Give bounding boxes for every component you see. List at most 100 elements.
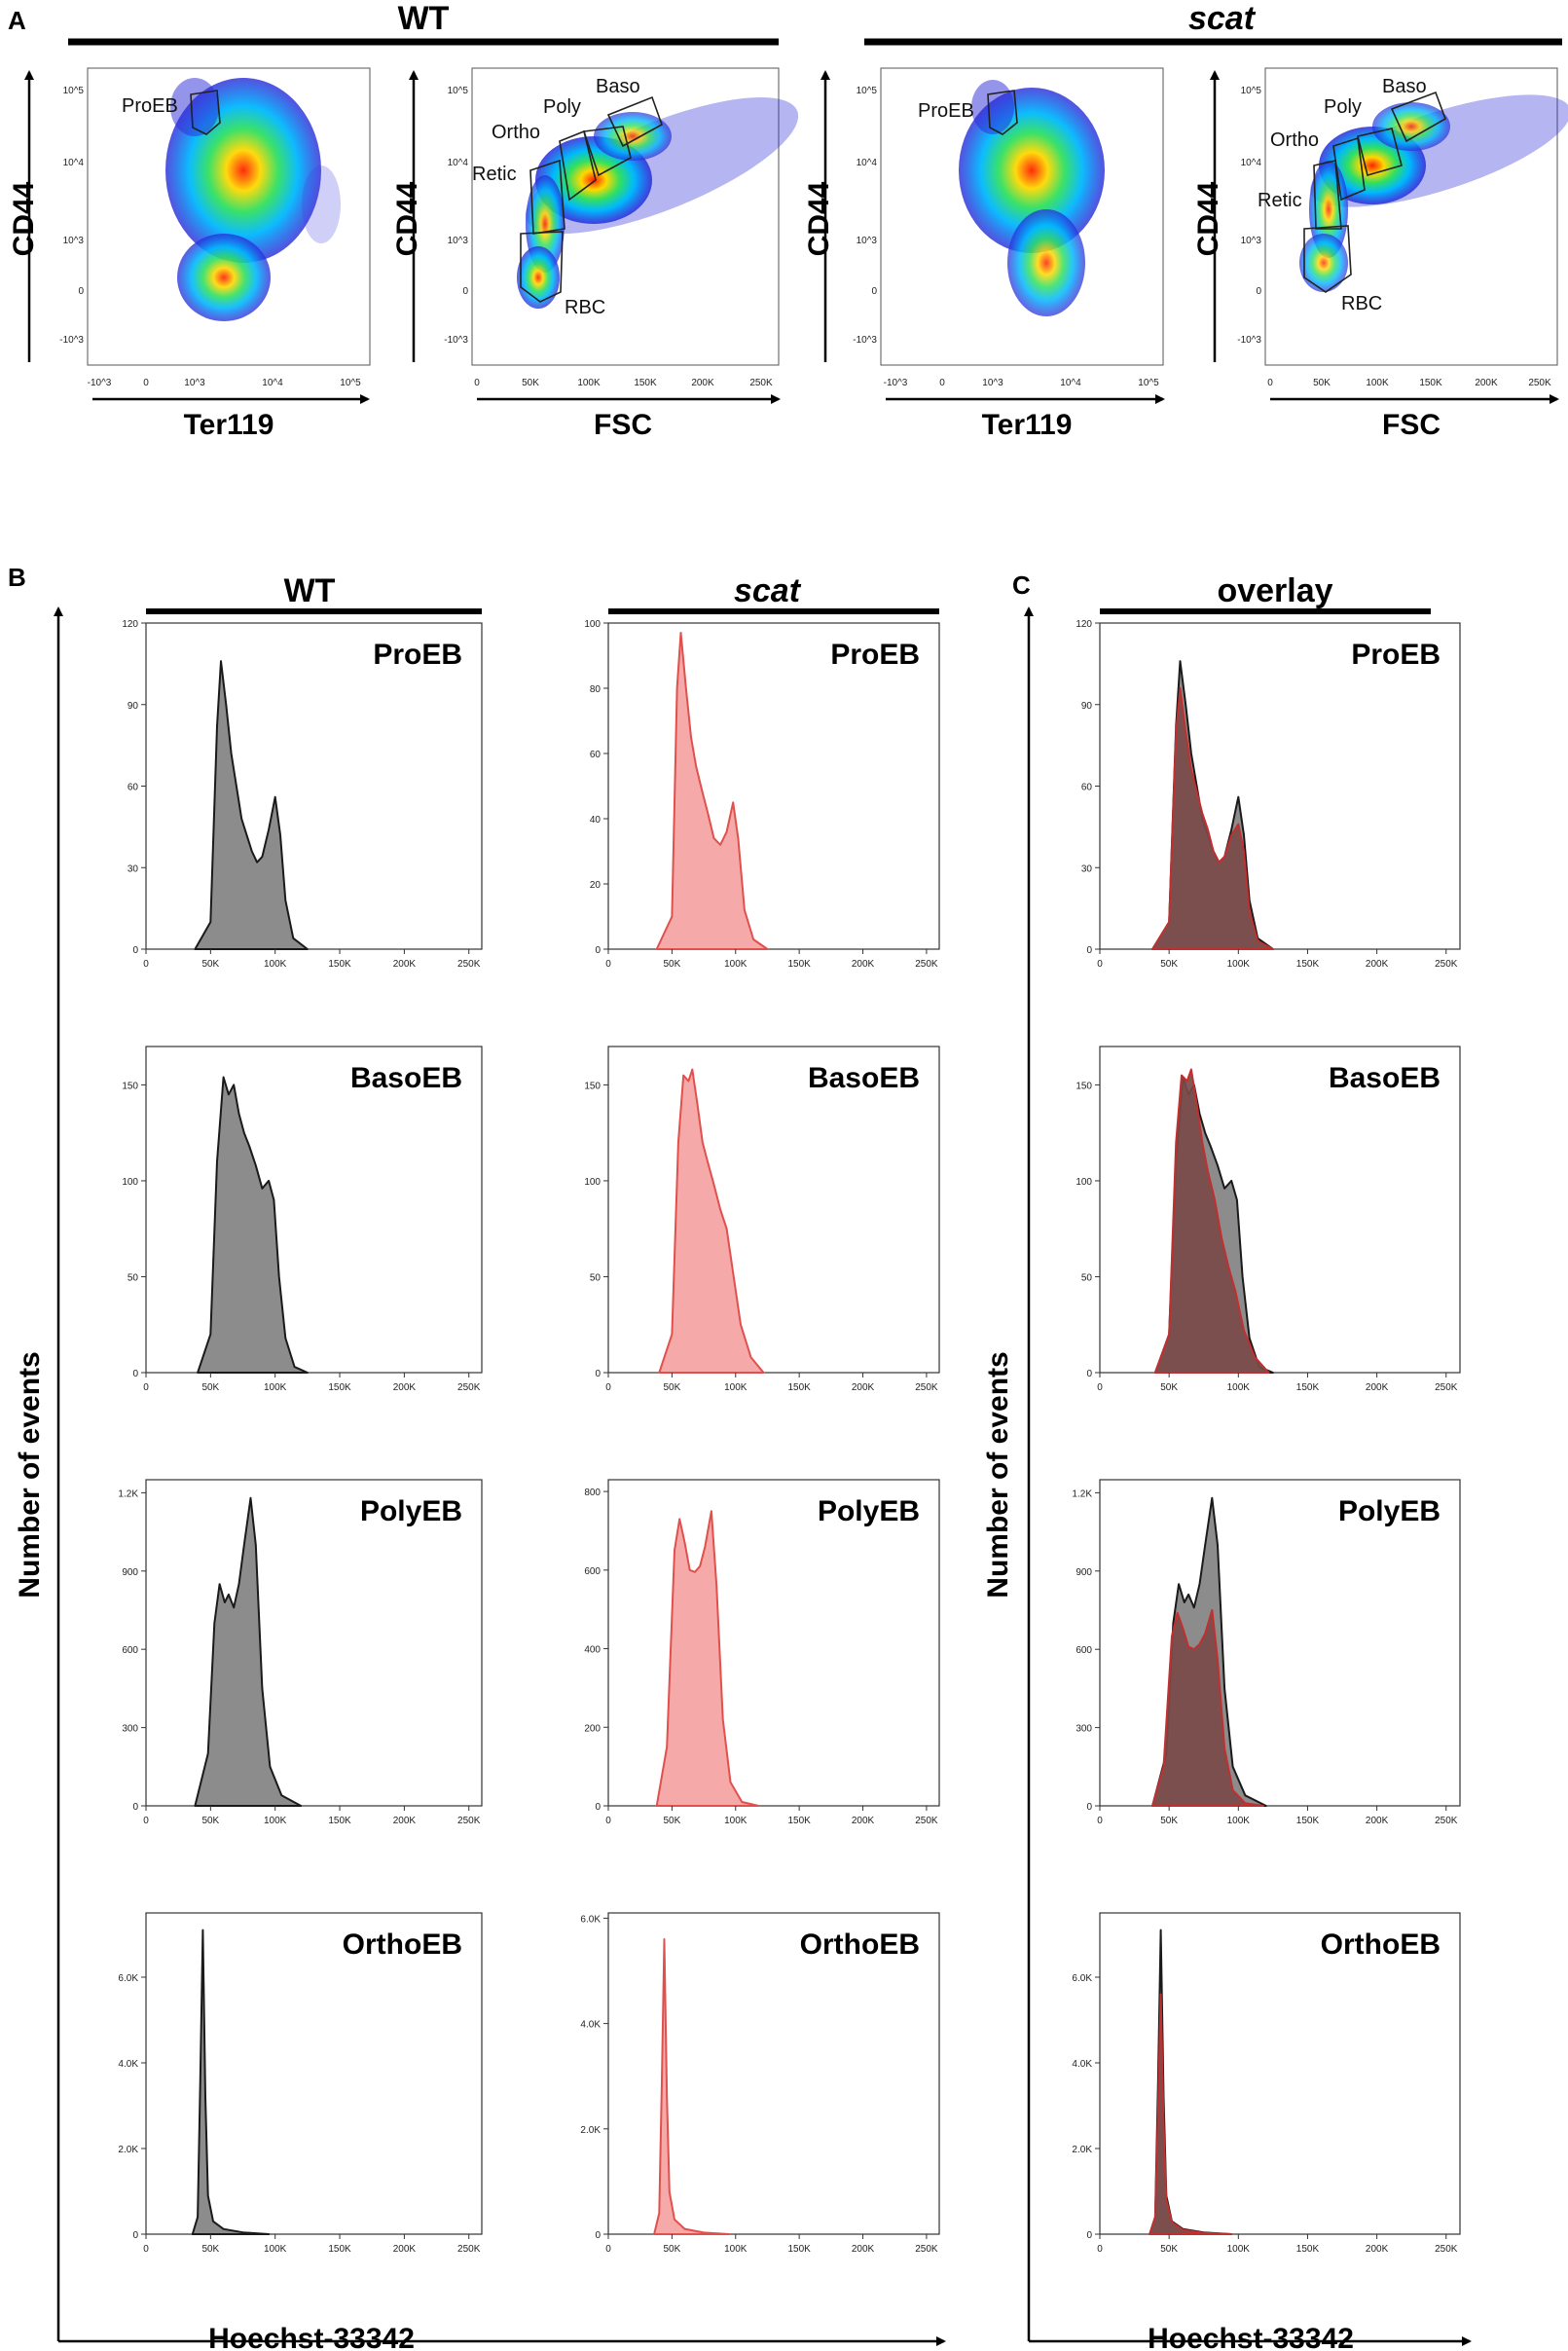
ytick-label: 60 [590, 750, 602, 760]
xtick-label: 200K [1366, 1816, 1389, 1826]
xtick-label: 100K [724, 1816, 748, 1826]
xtick-label: 250K [1435, 1382, 1458, 1393]
xtick-label: 50K [663, 1382, 680, 1393]
ytick-label: 20 [590, 880, 602, 891]
gate-rbc [520, 231, 564, 303]
histogram-title: PolyEB [360, 1495, 462, 1527]
histogram-wt-basoeb: 0 50 100 150 0 50K 100K 150K 200K 250K BasoEB [122, 1046, 483, 1393]
histogram-overlay-proeb: 0 30 60 90 120 0 50K 100K 150K 200K 250K ProEB [1076, 619, 1461, 970]
gate-poly [582, 126, 632, 177]
gate-label-rbc: RBC [565, 297, 605, 318]
gate-retic [529, 159, 565, 235]
xtick-label: 200K [393, 1816, 417, 1826]
events-axis-title-c: Number of events [982, 1351, 1014, 1598]
xtick-label: 150K [787, 959, 811, 970]
gate-proeb [987, 90, 1018, 135]
x-axis-title: Ter119 [982, 409, 1073, 441]
xtick-label: 100K [1227, 2244, 1251, 2255]
x-axis-title: FSC [1382, 409, 1440, 441]
gate-rbc [1303, 225, 1352, 293]
xtick-label: 250K [457, 1382, 481, 1393]
group-header-scat-b: scat [734, 572, 802, 609]
histogram-scat-orthoeb: 0 2.0K 4.0K 6.0K 0 50K 100K 150K 200K 250K OrthoEB [580, 1912, 940, 2255]
y-axis-title: CD44 [391, 181, 423, 256]
ytick-label: 300 [1076, 1724, 1092, 1735]
xtick: 10^3 [184, 378, 205, 388]
histogram-series-scat [1151, 687, 1274, 950]
xtick-label: 150K [328, 1382, 351, 1393]
ytick-label: 30 [128, 863, 139, 874]
xtick-label: 200K [393, 1382, 417, 1393]
xtick-label: 0 [143, 1816, 149, 1826]
xtick-label: 250K [915, 2244, 938, 2255]
histogram-scat-proeb: 0 20 40 60 80 100 0 50K 100K 150K 200K 250K ProEB [584, 619, 940, 970]
histogram-series-wt [191, 1929, 271, 2235]
scatter-scat-ter119: ProEB 10^5 10^4 10^3 0 -10^3 -10^3 0 10^… [803, 67, 1165, 441]
histogram-series-wt [197, 1076, 309, 1374]
density-cloud [165, 78, 341, 321]
ytick-label: 40 [590, 815, 602, 826]
ytick: -10^3 [1237, 335, 1261, 346]
histogram-series-scat [653, 1938, 731, 2235]
histogram-series-wt [194, 660, 309, 950]
xtick: 10^5 [340, 378, 361, 388]
gate-ortho [1332, 136, 1366, 202]
ytick-label: 120 [122, 619, 138, 630]
xtick: 0 [1267, 378, 1273, 388]
ytick-label: 6.0K [118, 1973, 138, 1984]
xtick: 200K [691, 378, 714, 388]
ytick-label: 2.0K [1072, 2145, 1092, 2155]
gate-label-proeb: ProEB [918, 100, 974, 122]
gate-retic [1313, 160, 1342, 230]
ytick-label: 2.0K [580, 2125, 601, 2136]
ytick-label: 120 [1076, 619, 1092, 630]
histogram-scat-basoeb: 0 50 100 150 0 50K 100K 150K 200K 250K BasoEB [584, 1046, 940, 1393]
gate-label-baso: Baso [596, 76, 640, 97]
x-axis-title: Ter119 [184, 409, 274, 441]
group-header-wt-b: WT [284, 572, 336, 609]
events-axis-title-b: Number of events [14, 1351, 46, 1598]
ytick-label: 4.0K [118, 2059, 138, 2070]
plot-frame [145, 1046, 483, 1374]
ytick-label: 50 [1081, 1272, 1093, 1283]
histogram-title: OrthoEB [343, 1929, 462, 1961]
xtick-label: 100K [264, 1816, 287, 1826]
x-axis-ticks: -10^3 0 10^3 10^4 10^5 [88, 378, 361, 388]
xtick-label: 100K [1227, 1816, 1251, 1826]
plot-frame [1099, 622, 1461, 950]
ytick-label: 100 [584, 619, 601, 630]
xtick-label: 0 [1097, 1816, 1103, 1826]
xtick: -10^3 [884, 378, 908, 388]
plot-frame [607, 622, 940, 950]
xtick-label: 250K [915, 959, 938, 970]
xtick-label: 50K [1160, 959, 1178, 970]
ytick-label: 0 [132, 1369, 138, 1379]
xtick-label: 50K [663, 959, 680, 970]
ytick-label: 0 [595, 2230, 601, 2241]
ytick-label: 400 [584, 1645, 601, 1656]
ytick-label: 80 [590, 684, 602, 695]
xtick-label: 100K [724, 1382, 748, 1393]
ytick-label: 1.2K [1072, 1488, 1092, 1499]
xtick-label: 0 [1097, 2244, 1103, 2255]
histogram-series-scat [655, 1510, 760, 1807]
gate-label-baso: Baso [1382, 76, 1427, 97]
xtick-label: 100K [724, 2244, 748, 2255]
plot-frame [145, 1912, 483, 2235]
ytick-label: 50 [590, 1272, 602, 1283]
xtick: 150K [634, 378, 657, 388]
ytick: 10^3 [63, 236, 85, 246]
ytick-label: 100 [584, 1177, 601, 1188]
xtick: 250K [749, 378, 773, 388]
ytick-label: 0 [1086, 1802, 1092, 1813]
xtick-label: 50K [201, 2244, 219, 2255]
ytick-label: 150 [584, 1081, 601, 1091]
xtick-label: 0 [1097, 1382, 1103, 1393]
gate-label-retic: Retic [472, 164, 517, 185]
ytick-label: 0 [595, 1802, 601, 1813]
ytick-label: 100 [122, 1177, 138, 1188]
histogram-title: PolyEB [1338, 1495, 1440, 1527]
gate-label-rbc: RBC [1341, 293, 1382, 314]
ytick-label: 600 [584, 1566, 601, 1577]
plot-frame [607, 1912, 940, 2235]
